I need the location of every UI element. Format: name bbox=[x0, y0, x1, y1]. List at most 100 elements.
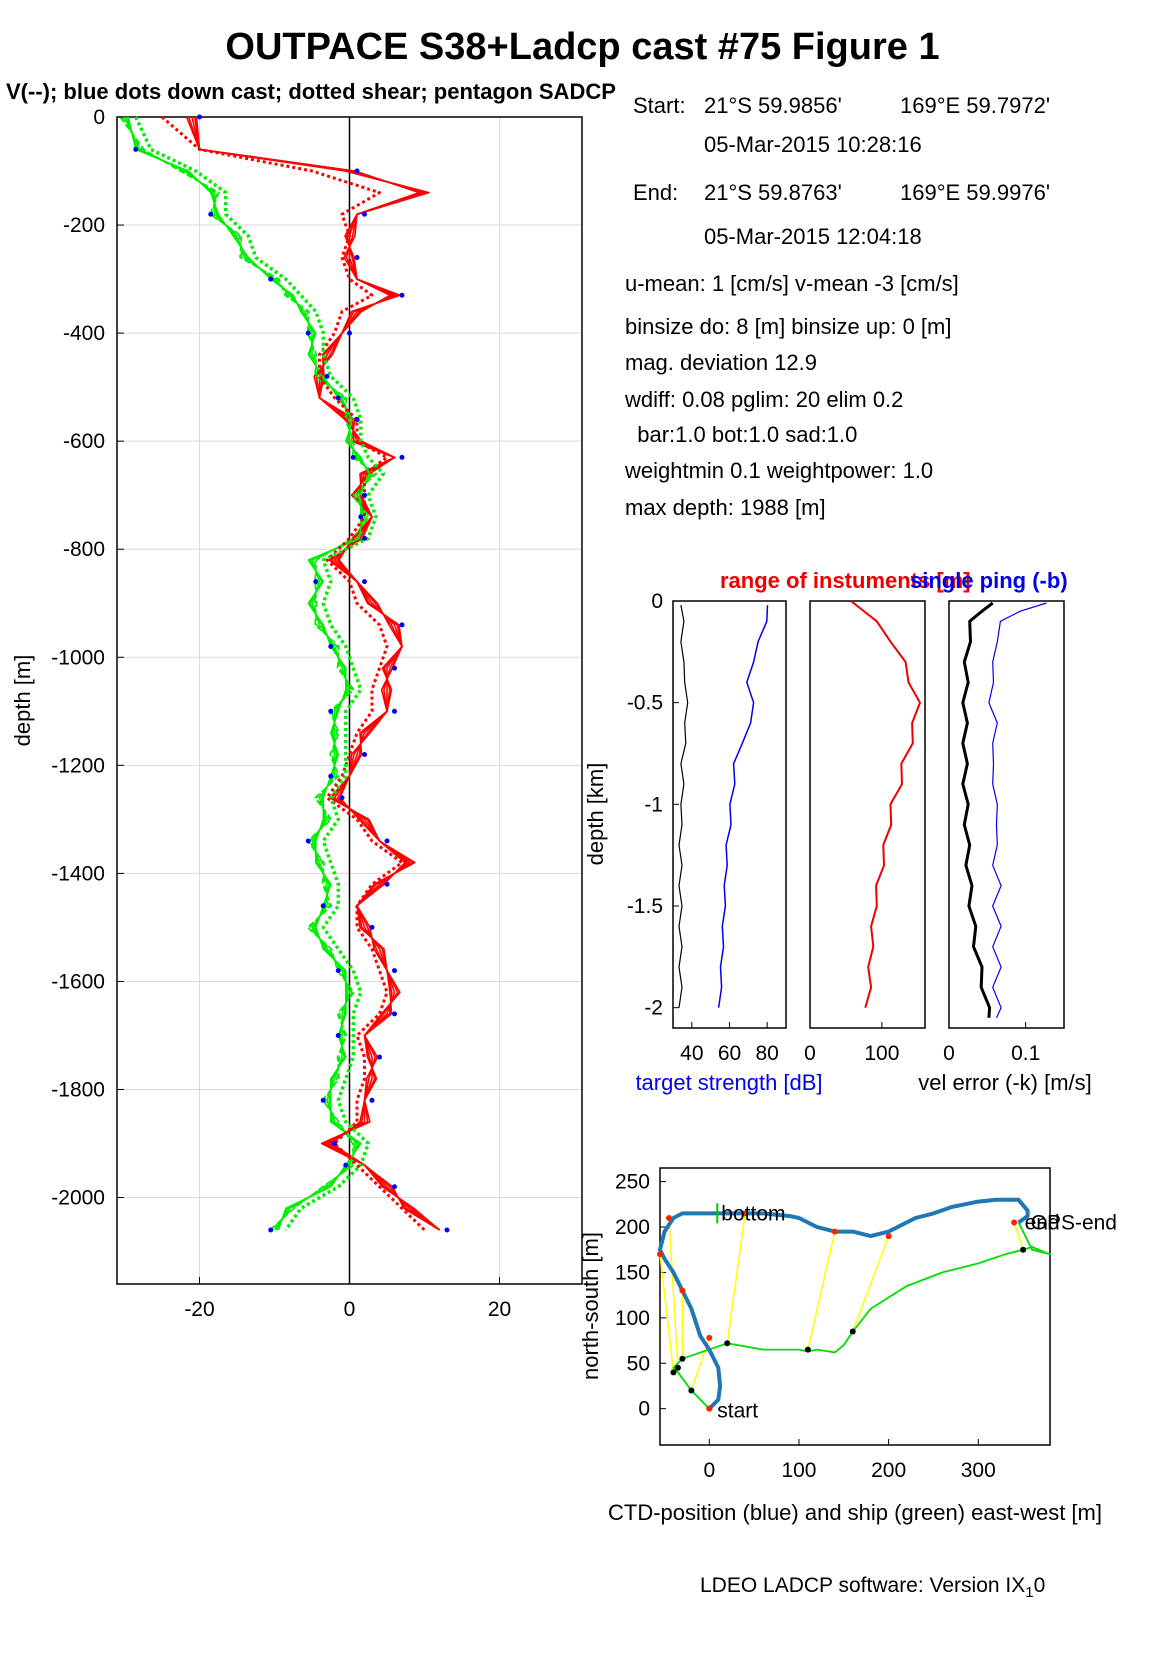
downcast-dot bbox=[399, 454, 405, 460]
downcast-dot bbox=[354, 254, 360, 260]
target-strength-chart: 40 60 80 0 -0.5 -1 -1.5 -2 depth [km] target stre… bbox=[583, 590, 823, 1095]
ctd-marker bbox=[885, 1233, 892, 1240]
track-chart: 0 100 200 300 250 200 150 100 50 0 bottom start endG… bbox=[578, 1167, 1117, 1525]
downcast-dot bbox=[320, 1097, 326, 1103]
downcast-dot bbox=[335, 1032, 341, 1038]
y-tick-label: -600 bbox=[63, 430, 105, 453]
footer-tail: 0 bbox=[1033, 1574, 1046, 1597]
downcast-dot bbox=[350, 454, 356, 460]
footer-sub: 1 bbox=[1025, 1584, 1034, 1602]
v-velocity-line bbox=[127, 116, 370, 1231]
panel-axes-box bbox=[809, 600, 926, 1029]
x-tick-label: 0 bbox=[804, 1042, 816, 1065]
x-tick-label: 100 bbox=[864, 1042, 899, 1065]
x-tick-label: 200 bbox=[871, 1459, 906, 1482]
v-velocity-line bbox=[119, 116, 378, 1231]
y-tick-label: -1 bbox=[644, 793, 663, 816]
downcast-dot bbox=[392, 708, 397, 714]
downcast-dot bbox=[384, 838, 390, 844]
x-tick-label: 100 bbox=[781, 1459, 816, 1482]
downcast-dot bbox=[335, 968, 341, 974]
downcast-dot bbox=[328, 643, 334, 649]
link-line bbox=[807, 1231, 836, 1350]
x-tick-label: 0 bbox=[943, 1042, 955, 1065]
error-title: single ping (-b) bbox=[910, 568, 1068, 593]
downcast-dot bbox=[354, 417, 360, 423]
end-time: 05-Mar-2015 12:04:18 bbox=[704, 224, 922, 249]
downcast-dot bbox=[392, 665, 397, 671]
y-tick-label: 0 bbox=[651, 590, 663, 613]
downcast-dot bbox=[354, 168, 360, 174]
downcast-dot bbox=[324, 373, 330, 379]
y-tick-label: -1.5 bbox=[627, 895, 663, 918]
link-line bbox=[659, 1254, 675, 1373]
annotation-start: start bbox=[717, 1400, 758, 1423]
y-tick-label: 50 bbox=[627, 1352, 650, 1375]
magdev-line: mag. deviation 12.9 bbox=[625, 350, 818, 375]
ship-track-line bbox=[672, 1222, 1051, 1410]
x-tick-label: 60 bbox=[718, 1042, 741, 1065]
downcast-dot bbox=[369, 1097, 375, 1103]
binsize-line: binsize do: 8 [m] binsize up: 0 [m] bbox=[625, 314, 952, 339]
downcast-dot bbox=[335, 395, 341, 401]
ship-marker bbox=[724, 1340, 731, 1347]
downcast-dot bbox=[399, 622, 405, 628]
software-footer: LDEO LADCP software: Version IX10 bbox=[700, 1574, 1045, 1601]
annotation-gps-end: GPS-end bbox=[1031, 1211, 1117, 1234]
annotation-bottom: bottom bbox=[721, 1202, 785, 1225]
downcast-dot bbox=[343, 1162, 349, 1168]
x-tick-label: 0.1 bbox=[1011, 1042, 1040, 1065]
downcast-dot bbox=[313, 579, 319, 585]
start-lon: 169°E 59.7972' bbox=[900, 93, 1051, 118]
downcast-dot bbox=[392, 1184, 397, 1190]
start-time: 05-Mar-2015 10:28:16 bbox=[704, 132, 922, 157]
link-line bbox=[1013, 1222, 1024, 1250]
x-tick-label: 0 bbox=[703, 1459, 715, 1482]
downcast-dot bbox=[197, 114, 202, 120]
u-velocity-line bbox=[191, 116, 440, 1231]
v-velocity-line bbox=[123, 116, 373, 1231]
ship-marker bbox=[688, 1387, 695, 1394]
y-tick-label: 200 bbox=[615, 1216, 650, 1239]
downcast-dot bbox=[362, 752, 367, 758]
vel-error-chart: 0 0.1 single ping (-b) vel error (-k) [m/s] bbox=[910, 568, 1092, 1095]
x-tick-label: 0 bbox=[344, 1298, 356, 1321]
single-ping-error-line bbox=[988, 602, 1047, 1019]
downcast-dot bbox=[362, 211, 367, 217]
link-line bbox=[852, 1235, 890, 1332]
annotation-end: end bbox=[1025, 1211, 1060, 1234]
downcast-dot bbox=[362, 535, 367, 541]
y-tick-label: 100 bbox=[615, 1307, 650, 1330]
downcast-dot bbox=[369, 924, 375, 930]
range-title: range of instuments [m] bbox=[720, 568, 971, 593]
range-chart: 0 100 range of instuments [m] bbox=[720, 568, 971, 1065]
downcast-dot bbox=[399, 292, 405, 298]
y-tick-label: -1600 bbox=[51, 970, 105, 993]
ship-marker bbox=[670, 1369, 677, 1376]
means-line: u-mean: 1 [cm/s] v-mean -3 [cm/s] bbox=[625, 271, 959, 296]
downcast-dot bbox=[444, 1227, 450, 1233]
y-tick-label: -800 bbox=[63, 538, 105, 561]
link-line bbox=[668, 1217, 679, 1368]
downcast-dot bbox=[358, 514, 364, 520]
end-lat: 21°S 59.8763' bbox=[704, 180, 842, 205]
x-tick-label: -20 bbox=[184, 1298, 214, 1321]
y-tick-label: -400 bbox=[63, 322, 105, 345]
panel-axes-box bbox=[672, 600, 787, 1029]
y-tick-label: -2 bbox=[644, 997, 663, 1020]
v-velocity-line bbox=[126, 116, 371, 1231]
figure-subtitle: V(--); blue dots down cast; dotted shear… bbox=[6, 79, 616, 104]
downcast-dot bbox=[328, 773, 334, 779]
y-tick-label: -1000 bbox=[51, 646, 105, 669]
ctd-marker bbox=[831, 1228, 838, 1235]
velocity-chart: -20 0 200-200-400-600-800-1000-1200-1400-1… bbox=[10, 106, 583, 1321]
ctd-marker bbox=[1011, 1219, 1018, 1226]
y-tick-label: -200 bbox=[63, 214, 105, 237]
downcast-dot bbox=[392, 968, 397, 974]
range-line bbox=[850, 600, 921, 1008]
u-velocity-line bbox=[195, 116, 441, 1231]
y-tick-label: -1800 bbox=[51, 1079, 105, 1102]
downcast-dot bbox=[377, 1054, 382, 1060]
downcast-dot bbox=[320, 903, 326, 909]
